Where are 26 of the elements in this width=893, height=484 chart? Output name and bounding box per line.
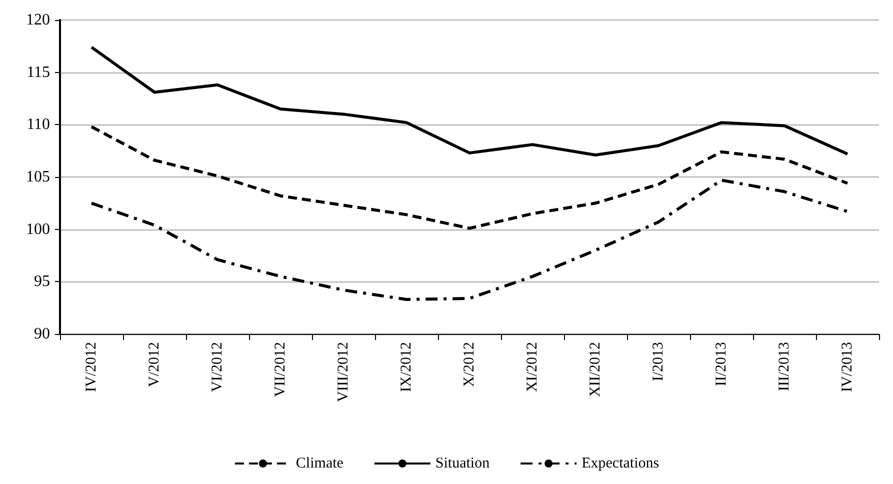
line-series [90,46,849,157]
x-tick-label: VI/2012 [210,342,226,392]
x-tick-label: IV/2012 [84,342,100,392]
y-tick-label: 105 [26,168,50,186]
x-tick-label: V/2012 [146,342,162,387]
y-tick-label: 95 [34,273,50,290]
x-tick-label: II/2013 [714,342,730,386]
legend-label: Climate [296,456,344,472]
y-tick-label: 115 [26,64,50,81]
x-tick-label: III/2013 [776,342,792,392]
x-tick-label: VII/2012 [272,342,288,397]
x-tick-label: VIII/2012 [336,342,352,402]
line-series [90,125,849,230]
y-tick-label: 100 [26,220,50,238]
x-tick-label: X/2012 [462,342,478,387]
y-tick-label: 110 [26,116,50,134]
y-tick-label: 120 [26,12,50,28]
legend-label: Situation [435,456,490,472]
line-series [90,178,849,301]
legend-label: Expectations [582,456,660,472]
x-tick-label: XI/2012 [524,342,540,392]
x-tick-label: IX/2012 [398,342,414,392]
x-tick-label: I/2013 [650,342,666,382]
x-tick-label: IV/2013 [840,342,856,392]
x-tick-label: XII/2012 [588,342,604,397]
y-tick-label: 90 [34,326,50,342]
